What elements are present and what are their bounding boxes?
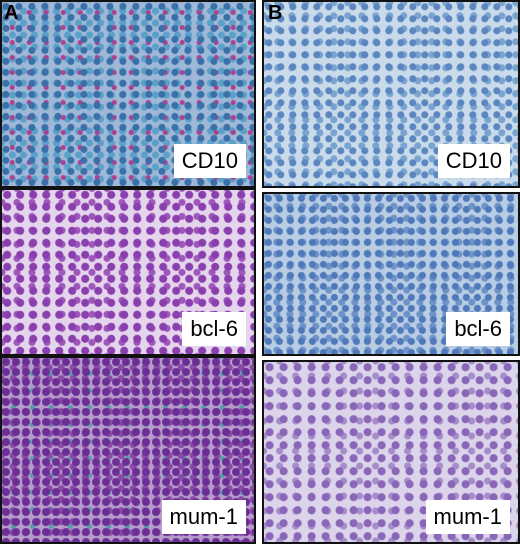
panel: mum-1 [262, 360, 520, 544]
panel: bcl-6 [0, 188, 256, 356]
stain-label: CD10 [173, 144, 246, 178]
panel: CD10 [262, 0, 520, 188]
stain-label: mum-1 [425, 500, 510, 534]
column-label: A [4, 2, 19, 24]
stain-label: mum-1 [161, 500, 246, 534]
stain-label: CD10 [437, 144, 510, 178]
stain-label: bcl-6 [446, 312, 510, 346]
panel: mum-1 [0, 356, 256, 544]
column-label: B [268, 2, 283, 24]
stain-label: bcl-6 [182, 312, 246, 346]
panel: CD10 [0, 0, 256, 188]
panel: bcl-6 [262, 192, 520, 356]
